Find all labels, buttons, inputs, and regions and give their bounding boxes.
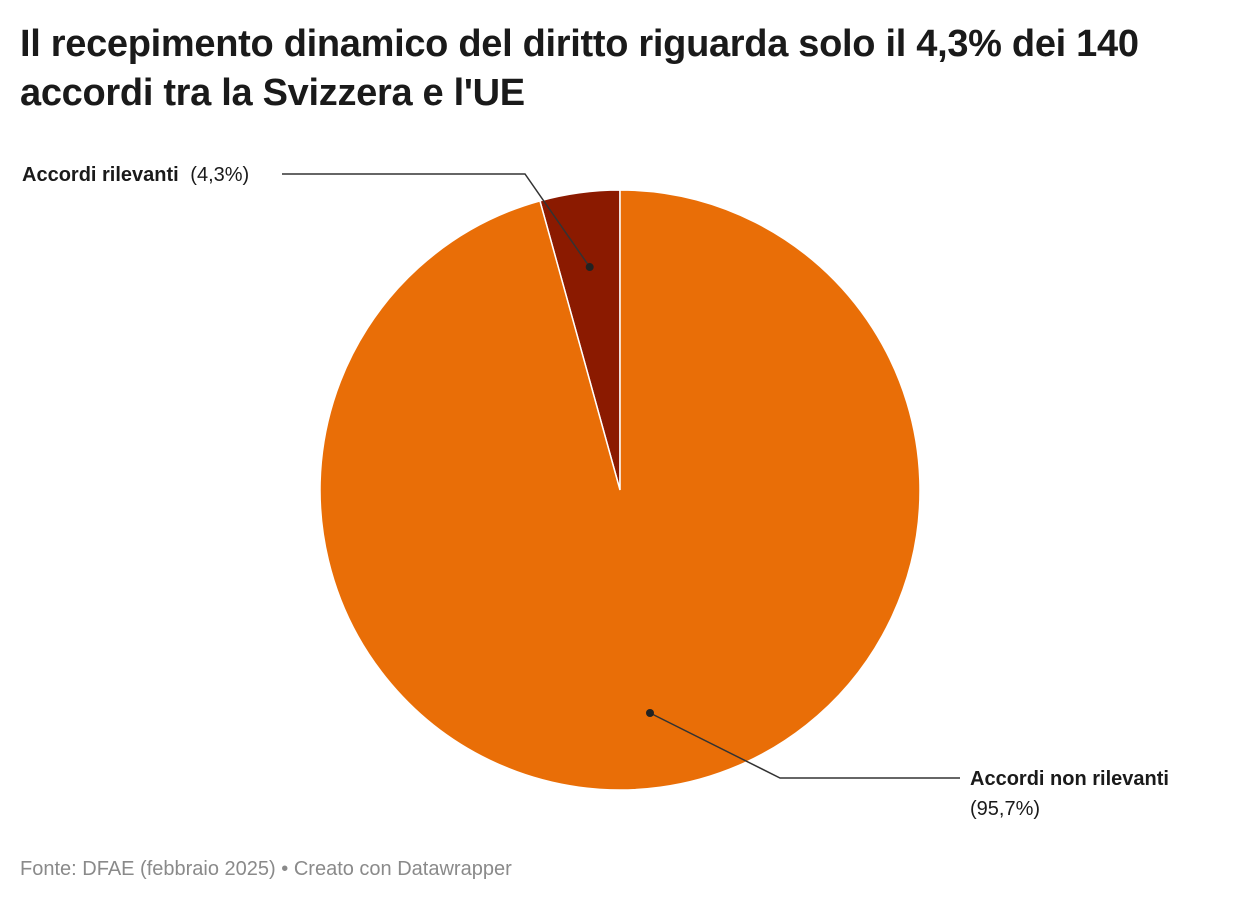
slice-value-accordi-non-rilevanti: (95,7%) (970, 798, 1040, 820)
slice-name-accordi-rilevanti: Accordi rilevanti (22, 164, 179, 186)
pie-slice-accordi-non-rilevanti (319, 189, 921, 791)
leader-dot-accordi-non-rilevanti (646, 709, 654, 717)
slice-label-accordi-rilevanti: Accordi rilevanti (4,3%) (22, 164, 249, 186)
chart-footer: Fonte: DFAE (febbraio 2025) • Creato con… (20, 858, 512, 881)
source-note: Fonte: DFAE (febbraio 2025) (20, 858, 276, 880)
credit-note: Creato con Datawrapper (293, 858, 512, 880)
leader-dot-accordi-rilevanti (585, 263, 594, 272)
chart-title: Il recepimento dinamico del diritto rigu… (20, 23, 1139, 114)
slice-value-accordi-rilevanti: (4,3%) (190, 164, 249, 186)
leader-line-accordi-rilevanti (282, 173, 591, 268)
footer-separator: • (281, 858, 289, 880)
pie-slices (319, 189, 921, 791)
slice-name-accordi-non-rilevanti: Accordi non rilevanti (970, 768, 1169, 790)
leader-line-accordi-non-rilevanti (649, 712, 960, 779)
